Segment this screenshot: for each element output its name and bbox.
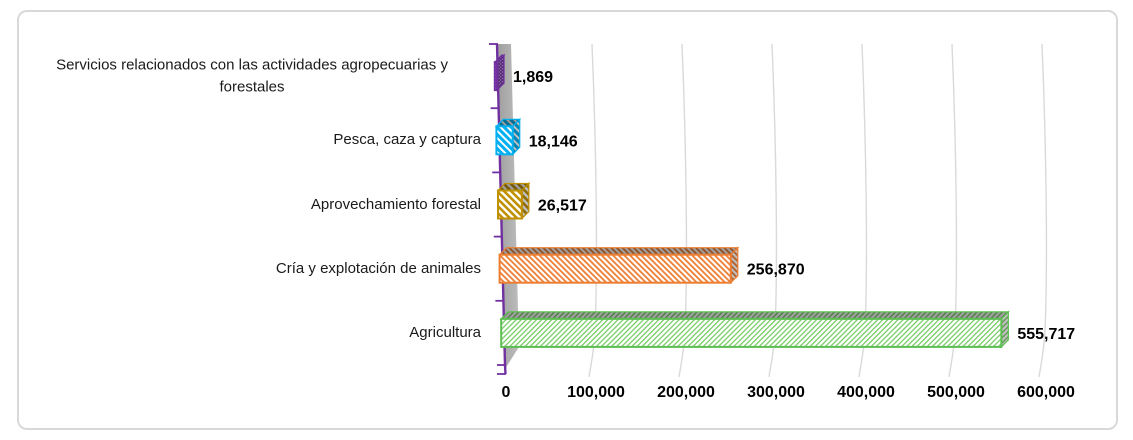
gridline <box>948 43 958 378</box>
category-label: Agricultura <box>409 324 481 342</box>
bar-group-2: 26,517 <box>496 182 587 220</box>
bar-right-face <box>497 55 504 91</box>
bar-front-face <box>493 61 498 92</box>
category-label: Pesca, caza y captura <box>333 131 481 149</box>
bar-right-face <box>1001 311 1009 347</box>
x-tick-label: 100,000 <box>567 384 625 401</box>
bar-group-1: 18,146 <box>494 117 578 156</box>
value-label: 18,146 <box>529 133 578 150</box>
value-label: 1,869 <box>513 69 553 86</box>
gridlines <box>588 43 1048 378</box>
bar-right-face <box>521 183 529 219</box>
bar-top-face <box>501 311 1009 319</box>
chart-frame <box>17 10 1118 430</box>
bar-right-face <box>512 119 520 155</box>
category-label: Aprovechamiento forestal <box>310 195 481 213</box>
bar-front-face <box>495 125 514 156</box>
x-tick-label: 400,000 <box>837 384 895 401</box>
bar-front-face <box>500 317 1003 348</box>
bar-top-face <box>499 247 738 255</box>
value-label: 26,517 <box>538 198 587 215</box>
x-tick-label: 0 <box>502 384 511 401</box>
value-label: 256,870 <box>747 262 805 279</box>
gridline <box>858 43 868 378</box>
bar-front-face <box>497 189 523 220</box>
value-axis-labels: 0 100,000 200,000 300,000 400,000 500,000 600,… <box>502 384 1075 401</box>
x-tick-label: 300,000 <box>747 384 805 401</box>
bar-group-0: 1,869 <box>493 53 553 92</box>
x-tick-label: 500,000 <box>927 384 985 401</box>
bar-group-3: 256,870 <box>498 246 805 285</box>
bar-right-face <box>730 247 738 283</box>
bar-group-4: 555,717 <box>499 310 1075 349</box>
x-tick-label: 200,000 <box>657 384 715 401</box>
category-label: Servicios relacionados con las actividad… <box>56 56 448 96</box>
x-tick-label: 600,000 <box>1017 384 1075 401</box>
value-label: 555,717 <box>1017 326 1075 343</box>
gridline <box>768 43 778 378</box>
category-label: Cría y explotación de animales <box>275 259 481 277</box>
gridline <box>1038 43 1048 378</box>
bar-front-face <box>498 253 732 284</box>
bar-top-face <box>498 183 529 191</box>
